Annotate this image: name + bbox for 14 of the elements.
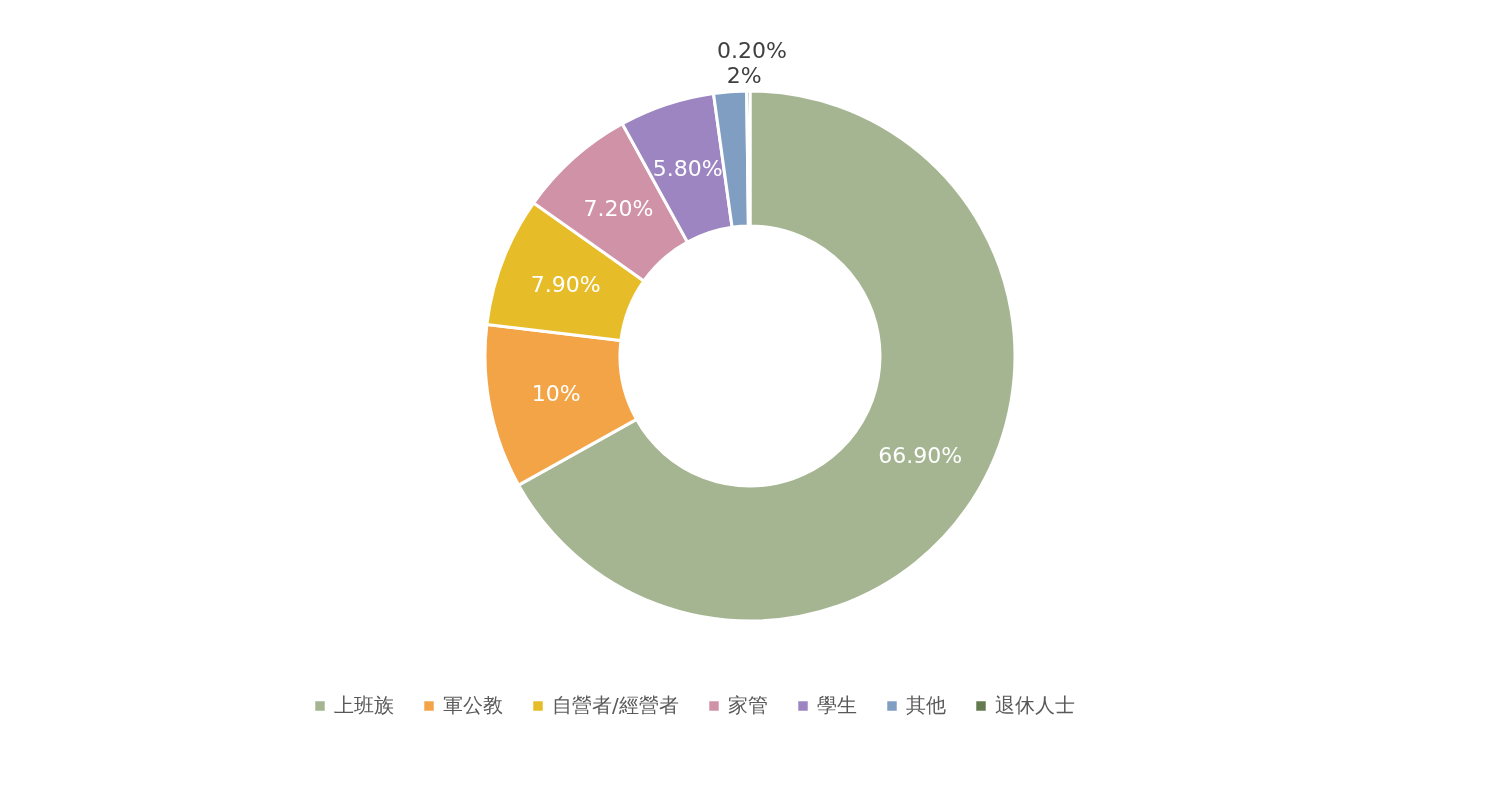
legend-label: 自營者/經營者 <box>552 693 679 717</box>
data-label: 7.20% <box>583 195 654 221</box>
data-label: 0.20% <box>716 38 787 64</box>
data-label: 10% <box>531 381 581 407</box>
legend-label: 學生 <box>817 693 857 717</box>
data-label: 5.80% <box>652 155 723 181</box>
legend-label: 家管 <box>728 693 768 717</box>
legend-label: 軍公教 <box>443 693 503 717</box>
legend-label: 退休人士 <box>995 693 1075 717</box>
legend-label: 其他 <box>906 693 946 717</box>
legend-label: 上班族 <box>334 693 394 717</box>
data-label: 66.90% <box>878 443 963 468</box>
data-label: 2% <box>726 62 762 88</box>
data-label: 7.90% <box>530 272 601 298</box>
